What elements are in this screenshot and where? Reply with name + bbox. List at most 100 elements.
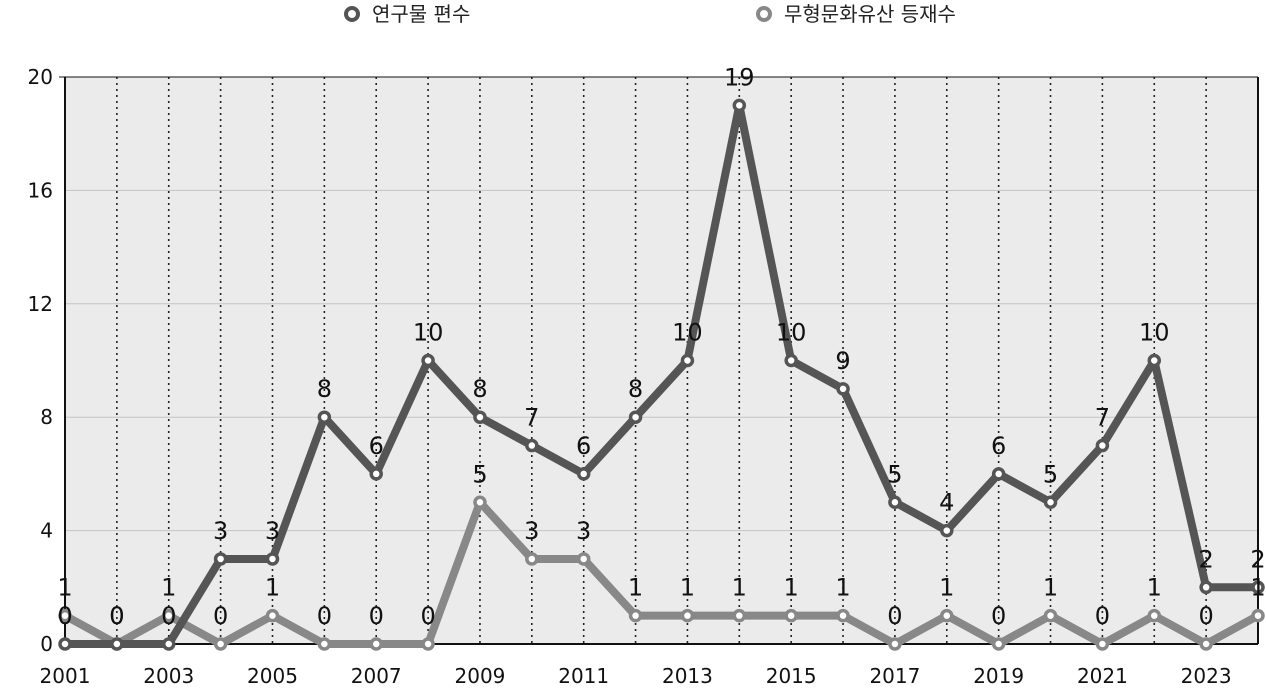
data-point: [1147, 353, 1162, 368]
data-label: 10: [672, 319, 703, 347]
x-tick-label: 2001: [40, 664, 91, 688]
data-point: [317, 410, 332, 424]
data-label: 0: [161, 602, 176, 630]
legend-label: 연구물 편수: [372, 2, 470, 26]
data-label: 19: [724, 63, 755, 91]
data-point: [265, 552, 280, 566]
data-label: 1: [161, 574, 176, 602]
data-point: [110, 637, 124, 651]
data-point: [421, 353, 435, 368]
data-point: [732, 608, 747, 623]
data-label: 1: [835, 574, 850, 602]
legend-marker: [756, 6, 772, 22]
data-label: 0: [213, 602, 228, 630]
series-group: [58, 98, 1265, 651]
x-tick-labels: 2001 2003 2005 2007 2009 2011 2013 2015 2017 2019…: [40, 664, 1232, 688]
data-label: 0: [991, 602, 1006, 630]
data-label: 1: [1147, 574, 1162, 602]
data-label: 3: [576, 517, 591, 545]
data-label: 1: [784, 574, 799, 602]
data-point: [940, 523, 954, 538]
x-tick-label: 2007: [351, 664, 402, 688]
data-point: [836, 608, 850, 623]
legend: 연구물 편수 무형문화유산 등재수: [344, 2, 956, 26]
data-point: [1199, 580, 1213, 595]
data-point: [940, 608, 954, 623]
data-point: [888, 495, 902, 509]
data-label: 2: [1198, 545, 1213, 573]
data-label: 6: [369, 432, 384, 460]
series-line-0: [61, 101, 1262, 648]
x-tick-label: 2013: [662, 664, 713, 688]
data-label: 3: [265, 517, 280, 545]
data-point: [1199, 637, 1213, 651]
data-point: [58, 608, 72, 623]
x-tick-label: 2005: [247, 664, 298, 688]
data-label: 5: [1043, 460, 1058, 488]
data-label: 3: [524, 517, 539, 545]
data-point: [680, 608, 695, 623]
data-label: 8: [628, 375, 643, 403]
data-point: [213, 637, 228, 651]
data-point: [58, 637, 72, 651]
data-label: 6: [576, 432, 591, 460]
data-point: [1147, 608, 1162, 623]
data-point: [161, 637, 176, 651]
x-tick-label: 2023: [1181, 664, 1232, 688]
data-label: 1: [1250, 574, 1265, 602]
data-label: 10: [1139, 319, 1170, 347]
data-point: [369, 637, 383, 651]
horizontal-gridlines: [65, 76, 1258, 532]
data-label: 0: [317, 602, 332, 630]
data-point: [1095, 438, 1110, 453]
data-label: 4: [939, 489, 954, 517]
x-tick-label: 2015: [766, 664, 817, 688]
data-point: [991, 637, 1006, 651]
data-point: [576, 467, 591, 481]
data-label: 10: [413, 319, 444, 347]
x-tick-label: 2009: [455, 664, 506, 688]
data-label: 0: [369, 602, 384, 630]
x-tick-label: 2017: [869, 664, 920, 688]
data-point: [1043, 495, 1058, 509]
data-point: [888, 637, 902, 651]
legend-marker: [344, 6, 360, 22]
data-label: 0: [887, 602, 902, 630]
data-label: 9: [835, 347, 850, 375]
data-label: 10: [776, 319, 807, 347]
data-label: 5: [472, 460, 487, 488]
data-label: 8: [317, 375, 332, 403]
data-point: [628, 608, 643, 623]
data-label: 7: [1095, 404, 1110, 432]
data-point: [1043, 608, 1058, 623]
data-label: 5: [887, 460, 902, 488]
data-label: 7: [524, 404, 539, 432]
data-point: [369, 467, 383, 481]
data-label: 1: [939, 574, 954, 602]
data-point: [473, 495, 487, 509]
data-point: [784, 608, 798, 623]
data-label: 8: [472, 375, 487, 403]
data-point: [161, 608, 176, 623]
data-point: [680, 353, 695, 368]
data-point: [991, 467, 1006, 481]
y-tick-label: 20: [28, 65, 53, 89]
data-label: 1: [732, 574, 747, 602]
data-point: [576, 552, 591, 566]
data-point: [317, 637, 332, 651]
data-point: [1251, 608, 1265, 623]
data-point: [1095, 637, 1110, 651]
x-tick-label: 2011: [558, 664, 609, 688]
y-tick-label: 0: [40, 632, 53, 656]
data-label: 0: [109, 602, 124, 630]
data-label: 0: [1095, 602, 1110, 630]
data-point: [473, 410, 487, 424]
y-tick-label: 8: [40, 405, 53, 429]
y-tick-labels: 0 4 8 12 16 20: [28, 65, 53, 656]
data-label: 6: [991, 432, 1006, 460]
data-point: [525, 552, 539, 566]
data-label: 1: [680, 574, 695, 602]
data-label: 1: [1043, 574, 1058, 602]
